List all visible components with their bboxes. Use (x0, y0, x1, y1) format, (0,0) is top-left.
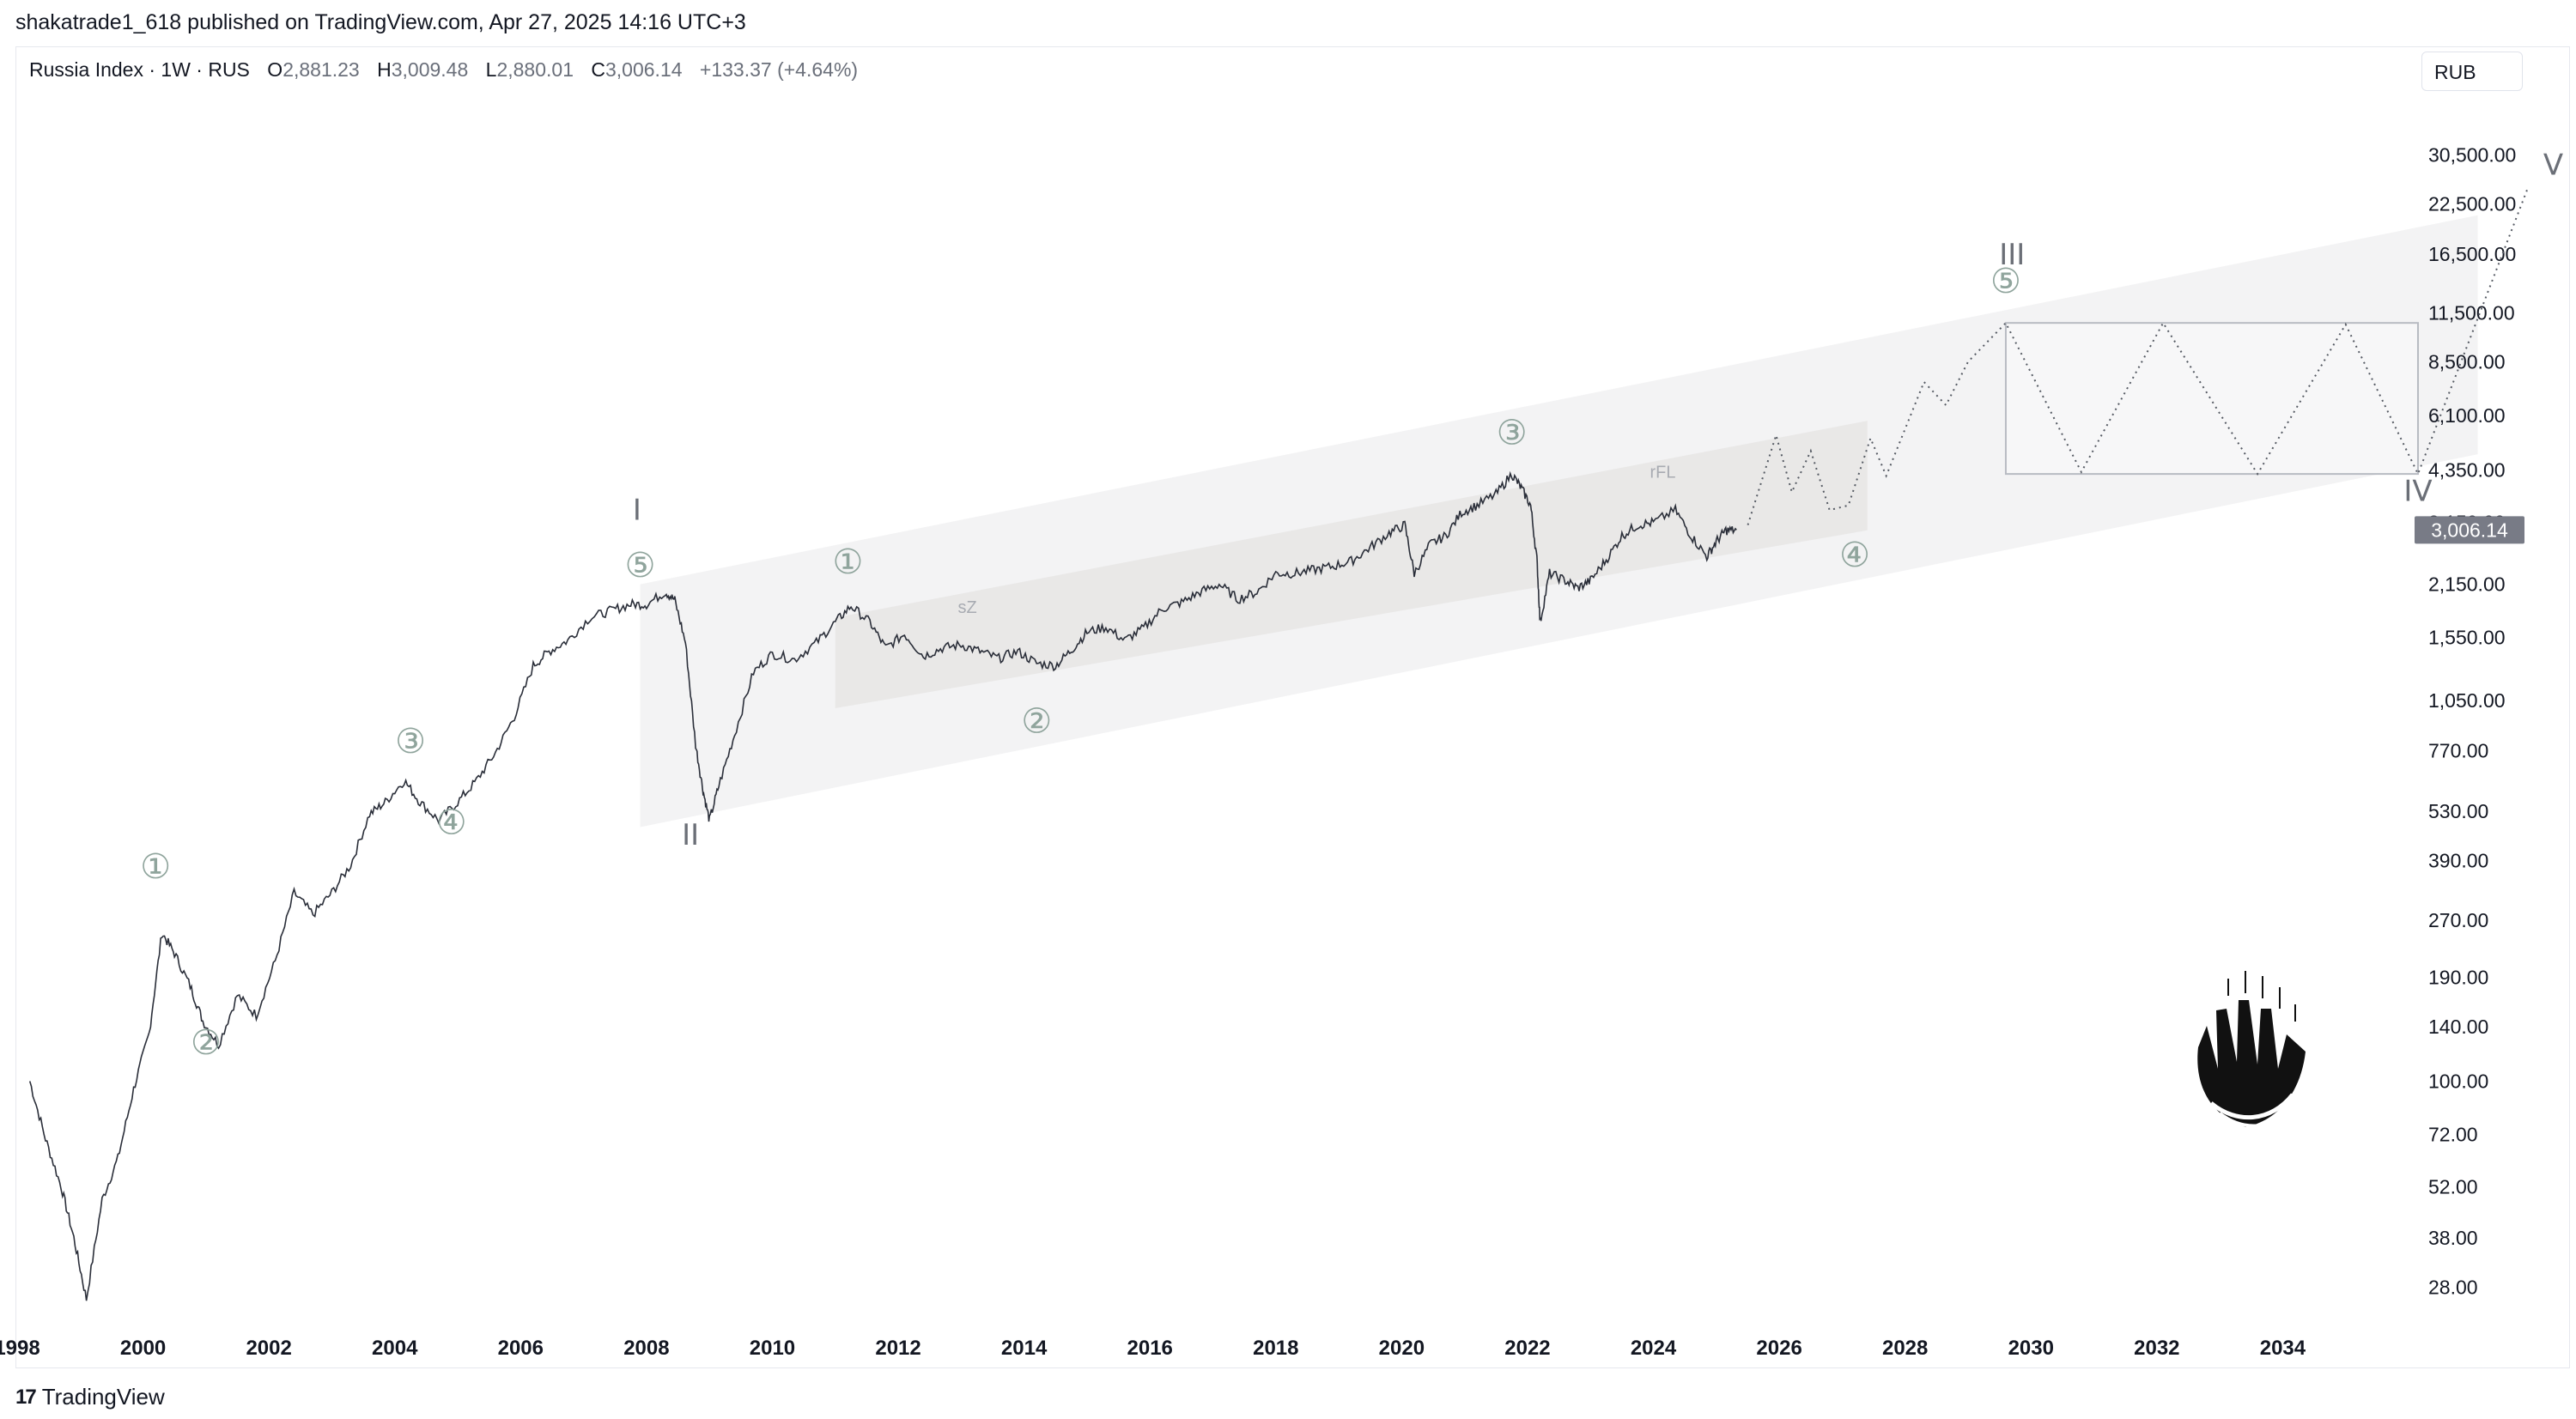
axis-layer: 28.00 38.00 52.00 72.00 100.00 140.00 190.00 27… (0, 143, 2524, 1360)
x-tick-label: 2008 (623, 1337, 669, 1360)
y-tick-label: 1,550.00 (2428, 626, 2506, 648)
x-tick-label: 2034 (2260, 1337, 2306, 1360)
x-tick-label: 2018 (1253, 1337, 1298, 1360)
low-label: L (485, 58, 497, 81)
x-tick-label: 2016 (1127, 1337, 1173, 1360)
price-series-line (28, 470, 1737, 1301)
wave-label-major: III (1999, 238, 2025, 272)
wave-label-minor: ③ (395, 722, 426, 761)
y-tick-label: 270.00 (2428, 909, 2488, 931)
wave-label-minor: ③ (1497, 414, 1528, 453)
y-tick-label: 72.00 (2428, 1123, 2478, 1145)
y-tick-label: 390.00 (2428, 850, 2488, 872)
author-logo (2197, 971, 2306, 1128)
tradingview-logo-icon: 17 (15, 1385, 37, 1409)
y-tick-label: 52.00 (2428, 1176, 2478, 1198)
price-layer (28, 470, 1737, 1301)
y-tick-label: 30,500.00 (2428, 143, 2516, 166)
symbol-title[interactable]: Russia Index · 1W · RUS (29, 58, 250, 81)
x-tick-label: 2004 (372, 1337, 418, 1360)
y-tick-label: 770.00 (2428, 739, 2488, 761)
x-tick-label: 2020 (1379, 1337, 1425, 1360)
y-tick-label: 8,500.00 (2428, 350, 2506, 373)
x-tick-label: 2032 (2134, 1337, 2179, 1360)
y-tick-label: 38.00 (2428, 1227, 2478, 1249)
wave-label-major: IV (2403, 474, 2432, 508)
y-tick-label: 16,500.00 (2428, 243, 2516, 265)
x-tick-label: 2022 (1504, 1337, 1550, 1360)
x-tick-label: 2002 (246, 1337, 291, 1360)
low-value: 2,880.01 (496, 58, 574, 81)
x-tick-label: 2026 (1756, 1337, 1801, 1360)
inner-channel (835, 421, 1868, 709)
y-tick-label: 28.00 (2428, 1276, 2478, 1299)
close-value: 3,006.14 (605, 58, 683, 81)
x-tick-label: 2030 (2008, 1337, 2054, 1360)
y-tick-label: 1,050.00 (2428, 689, 2506, 712)
x-tick-label: 2024 (1631, 1337, 1677, 1360)
close-label: C (591, 58, 605, 81)
wave-label-minor: ④ (436, 803, 467, 843)
x-tick-label: 2000 (120, 1337, 166, 1360)
open-label: O (267, 58, 283, 81)
wave-label-major: II (682, 818, 699, 852)
y-tick-label: 100.00 (2428, 1070, 2488, 1092)
x-tick-label: 2014 (1001, 1337, 1048, 1360)
correction-box (2004, 322, 2419, 476)
y-tick-label: 530.00 (2428, 800, 2488, 822)
tradingview-brand: TradingView (41, 1384, 165, 1410)
change-value: +133.37 (+4.64%) (699, 58, 859, 81)
channel-layer (640, 215, 2478, 828)
published-caption: shakatrade1_618 published on TradingView… (15, 10, 746, 34)
chart-frame (15, 46, 2570, 1368)
wave-label-major: I (633, 494, 641, 528)
wave-label-major: V (2543, 148, 2563, 182)
y-tick-label: 4,350.00 (2428, 459, 2506, 482)
symbol-legend: Russia Index · 1W · RUS O2,881.23 H3,009… (29, 58, 858, 82)
last-price-label: 3,006.14 (2431, 518, 2508, 541)
high-label: H (377, 58, 392, 81)
last-price-badge (2415, 516, 2524, 544)
wave-label-minor: ④ (1839, 536, 1870, 575)
correction-box-layer (2004, 322, 2419, 476)
channel-annotation: rFL (1650, 464, 1676, 482)
wave-label-minor: ⑤ (625, 546, 656, 585)
channel-annotation: sZ (958, 598, 977, 617)
tradingview-footer-logo[interactable]: 17 TradingView (15, 1384, 165, 1410)
x-tick-label: 2010 (750, 1337, 795, 1360)
high-value: 3,009.48 (391, 58, 469, 81)
wave-label-minor: ① (832, 543, 863, 582)
x-tick-label: 1998 (0, 1337, 40, 1360)
x-tick-label: 2012 (875, 1337, 920, 1360)
x-tick-label: 2028 (1882, 1337, 1928, 1360)
open-value: 2,881.23 (283, 58, 360, 81)
wave-label-minor: ① (140, 847, 171, 887)
wave-label-minor: ② (191, 1023, 222, 1063)
wave-label-minor: ② (1021, 701, 1052, 741)
x-tick-label: 2006 (498, 1337, 544, 1360)
wave-label-minor: ⑤ (1990, 262, 2021, 301)
currency-button[interactable]: RUB (2421, 52, 2523, 91)
y-tick-label: 11,500.00 (2428, 301, 2515, 324)
y-tick-label: 22,500.00 (2428, 193, 2516, 215)
y-tick-label: 140.00 (2428, 1016, 2488, 1038)
y-tick-label: 190.00 (2428, 966, 2488, 988)
y-tick-label: 2,150.00 (2428, 573, 2506, 596)
